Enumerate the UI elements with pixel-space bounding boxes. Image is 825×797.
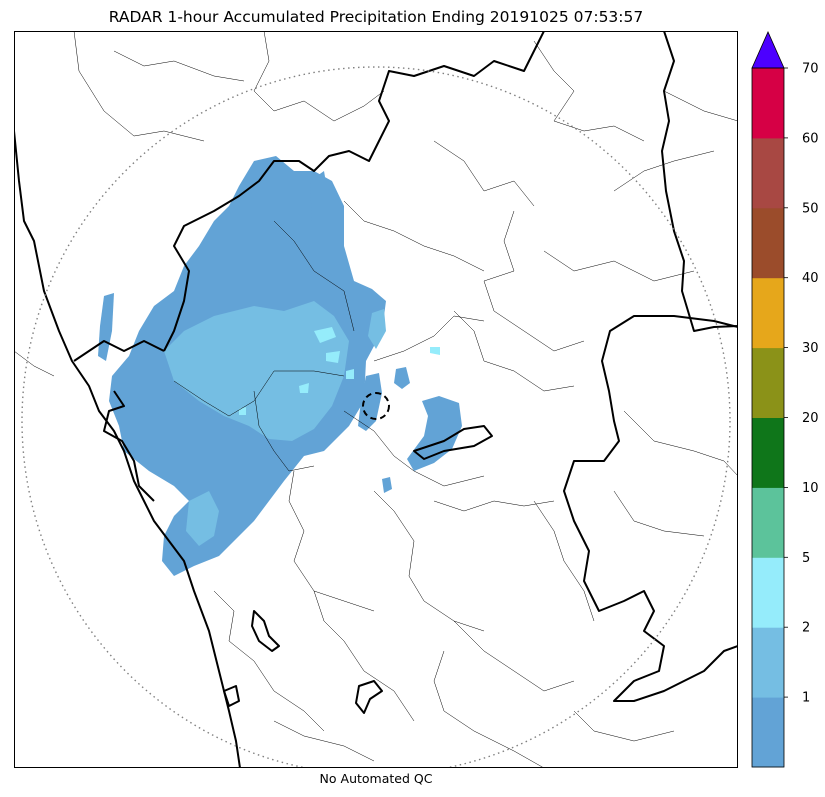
- precip-heavy-cell-5: [346, 369, 354, 379]
- district-boundaries: [14, 31, 738, 768]
- coastline: [14, 130, 241, 768]
- colorbar-tick-label: 20: [802, 411, 819, 426]
- colorbar-tick-label: 40: [802, 271, 819, 286]
- precip-heavy-cell-1: [314, 327, 336, 343]
- state-border-east: [563, 315, 738, 702]
- precip-north-streak: [310, 171, 330, 231]
- colorbar-tick-label: 50: [802, 201, 819, 216]
- radar-map[interactable]: [14, 31, 738, 768]
- colorbar-tick-label: 70: [802, 62, 819, 77]
- precip-heavy-layer: [239, 327, 440, 415]
- precip-small-cell: [394, 367, 410, 389]
- enclave-south-1: [251, 610, 280, 652]
- colorbar-tick-label: 5: [802, 551, 810, 566]
- state-boundaries: [14, 31, 738, 768]
- colorbar-level-6: [752, 277, 784, 349]
- colorbar-extend-triangle: [751, 31, 785, 69]
- state-border-west-loop: [73, 340, 165, 362]
- colorbar-level-1: [752, 627, 784, 698]
- enclave-south-2: [355, 680, 383, 714]
- precip-colorbar: 1 2 5 10 20 30 40 50 60 70: [740, 28, 825, 772]
- colorbar-tick-label: 1: [802, 691, 810, 706]
- precip-medium-south: [186, 491, 219, 546]
- colorbar-ticks: 1 2 5 10 20 30 40 50 60 70: [784, 62, 819, 706]
- precip-medium-core: [164, 301, 349, 441]
- state-border-enclave-east: [413, 425, 493, 460]
- colorbar-tick-label: 60: [802, 131, 819, 146]
- precip-heavy-cell-3: [299, 383, 309, 393]
- colorbar-tick-label: 10: [802, 481, 819, 496]
- precip-heavy-cell-2: [326, 351, 340, 363]
- precip-medium-east: [368, 309, 386, 349]
- colorbar-level-3: [752, 487, 784, 558]
- precip-medium-layer: [164, 301, 386, 546]
- colorbar-tick-label: 2: [802, 621, 810, 636]
- state-border-north: [163, 31, 545, 352]
- precip-west-strip: [98, 293, 114, 361]
- colorbar-tick-label: 30: [802, 341, 819, 356]
- state-border-northeast: [661, 31, 738, 332]
- state-border-southwest: [103, 390, 155, 502]
- colorbar-level-2: [752, 557, 784, 628]
- colorbar-level-9: [752, 68, 784, 139]
- map-border: [14, 31, 738, 768]
- enclave-coast: [223, 685, 240, 707]
- radar-site-marker: [362, 392, 390, 420]
- precip-heavy-cell-4: [430, 347, 440, 355]
- precip-east-cell: [407, 396, 462, 471]
- qc-status-label: No Automated QC: [319, 771, 433, 786]
- colorbar-level-0: [752, 697, 784, 768]
- colorbar-level-5: [752, 347, 784, 418]
- radar-range-ring: [21, 66, 731, 768]
- precip-central-cell: [358, 373, 382, 431]
- colorbar-blocks: [752, 68, 784, 768]
- colorbar-level-8: [752, 137, 784, 209]
- plot-title: RADAR 1-hour Accumulated Precipitation E…: [108, 8, 644, 26]
- colorbar-level-4: [752, 417, 784, 488]
- precip-south-dot: [382, 477, 392, 493]
- colorbar-level-7: [752, 207, 784, 279]
